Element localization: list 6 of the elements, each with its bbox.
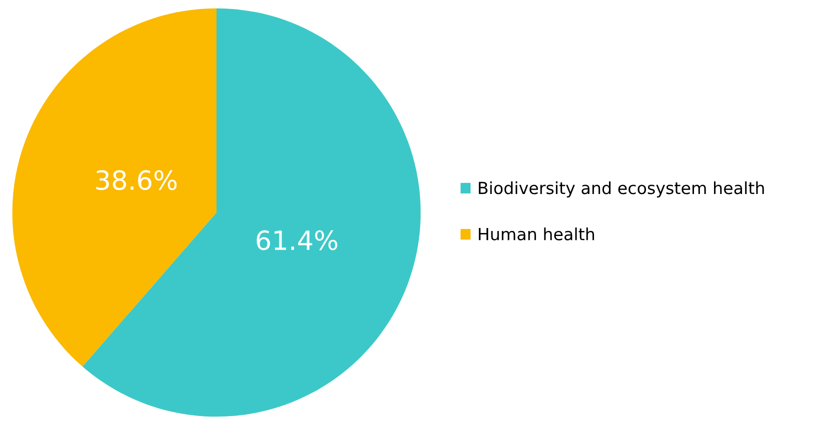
legend-label: Human health [478, 228, 594, 240]
legend-label: Biodiversity and ecosystem health [478, 181, 764, 198]
data-label: 61.4% [256, 230, 338, 250]
data-label: 38.6% [96, 170, 177, 190]
pie-slice [82, 8, 421, 417]
pie-slice [12, 8, 217, 366]
